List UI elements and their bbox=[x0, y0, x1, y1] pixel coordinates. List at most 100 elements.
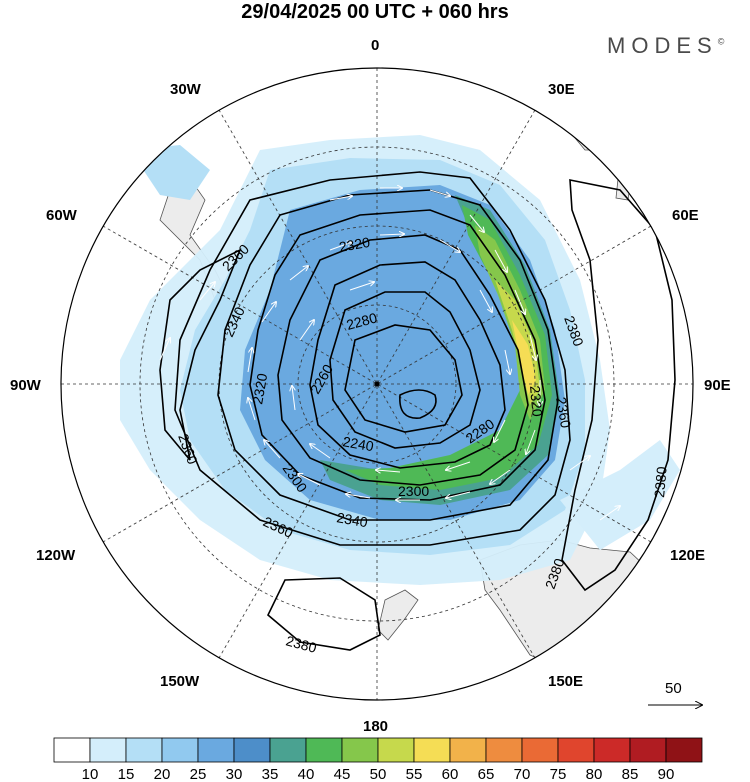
wind-vector bbox=[349, 282, 374, 291]
wind-vector bbox=[310, 444, 331, 459]
wind-speed-shading bbox=[120, 135, 680, 585]
colorbar-tick-label: 25 bbox=[190, 766, 207, 782]
lon-label-90e: 90E bbox=[704, 377, 731, 394]
contour-label: 2320 bbox=[249, 372, 270, 406]
colorbar-tick-label: 20 bbox=[154, 766, 171, 782]
colorbar-swatch bbox=[413, 737, 451, 763]
wind-vector bbox=[264, 440, 281, 459]
wind-vector bbox=[446, 461, 471, 470]
colorbar-swatch bbox=[269, 737, 307, 763]
contour-2280 bbox=[309, 261, 506, 469]
wind-vector bbox=[299, 320, 314, 341]
colorbar-tick-label: 30 bbox=[226, 766, 243, 782]
wind-vector bbox=[289, 266, 308, 281]
colorbar-swatch bbox=[629, 737, 667, 763]
contour-2360-west bbox=[159, 248, 242, 461]
contour-2320 bbox=[249, 209, 546, 501]
colorbar-tick-label: 45 bbox=[334, 766, 351, 782]
wind-vector bbox=[298, 474, 321, 486]
colorbar-swatch bbox=[665, 737, 703, 763]
wind-vector bbox=[379, 234, 404, 235]
modes-logo: MODES© bbox=[607, 33, 724, 59]
colorbar-tick-label: 80 bbox=[586, 766, 603, 782]
wind-vector bbox=[159, 338, 170, 361]
wind-vector bbox=[292, 386, 295, 411]
wind-vector bbox=[247, 348, 252, 373]
colorbar: 10 15 20 25 30 35 40 45 50 55 60 65 70 75 80 85 90 bbox=[53, 737, 703, 782]
wind-vector bbox=[329, 196, 352, 201]
reference-vector: 50 bbox=[648, 680, 702, 705]
lon-label-60e: 60E bbox=[672, 207, 699, 224]
colorbar-swatch bbox=[305, 737, 343, 763]
lon-label-120w: 120W bbox=[36, 547, 76, 564]
colorbar-swatch bbox=[449, 737, 487, 763]
lon-label-0: 0 bbox=[371, 37, 379, 54]
lon-label-150e: 150E bbox=[548, 673, 583, 690]
longitude-labels: 0 30E 60E 90E 120E 150E 180 150W 120W 90… bbox=[10, 37, 731, 735]
contour-label: 2380 bbox=[284, 632, 318, 656]
map-title: 29/04/2025 00 UTC + 060 hrs bbox=[241, 1, 509, 23]
wind-vector bbox=[494, 249, 507, 272]
contour-label: 2380 bbox=[651, 466, 670, 499]
lon-label-60w: 60W bbox=[46, 207, 78, 224]
contour-low-center bbox=[399, 389, 437, 419]
wind-vector bbox=[514, 289, 525, 314]
map-boundary bbox=[60, 67, 694, 701]
colorbar-swatch bbox=[593, 737, 631, 763]
contour-2240 bbox=[344, 324, 463, 433]
colorbar-tick-label: 15 bbox=[118, 766, 135, 782]
graticule bbox=[61, 68, 693, 700]
wind-vector bbox=[439, 239, 460, 252]
wind-vector bbox=[376, 470, 401, 472]
colorbar-tick-label: 70 bbox=[514, 766, 531, 782]
brand-text: MODES bbox=[607, 33, 718, 58]
colorbar-tick-label: 40 bbox=[298, 766, 315, 782]
wind-vector bbox=[429, 189, 450, 196]
map-disk: 2360 2320 2340 2280 2320 2260 2360 2380 … bbox=[61, 68, 693, 700]
colorbar-swatch bbox=[197, 737, 235, 763]
contour-label: 2340 bbox=[335, 509, 369, 530]
shade-60-65 bbox=[512, 320, 536, 395]
lon-label-120e: 120E bbox=[670, 547, 705, 564]
colorbar-tick-label: 50 bbox=[370, 766, 387, 782]
colorbar-tick-label: 55 bbox=[406, 766, 423, 782]
lon-label-90w: 90W bbox=[10, 377, 42, 394]
reference-vector-label: 50 bbox=[665, 680, 682, 697]
wind-vector bbox=[248, 398, 256, 421]
wind-vector bbox=[346, 494, 371, 499]
contour-2260 bbox=[329, 291, 481, 449]
wind-vector bbox=[446, 491, 471, 498]
colorbar-swatch bbox=[89, 737, 127, 763]
wind-vector bbox=[261, 302, 276, 323]
contour-label: 2300 bbox=[398, 483, 429, 499]
colorbar-tick-label: 75 bbox=[550, 766, 567, 782]
wind-vector bbox=[599, 506, 620, 521]
colorbar-swatch bbox=[485, 737, 523, 763]
contour-2380-east bbox=[561, 179, 676, 592]
colorbar-tick-label: 85 bbox=[622, 766, 639, 782]
contour-label: 2240 bbox=[341, 433, 375, 454]
wind-vector bbox=[329, 242, 352, 251]
colorbar-swatch bbox=[125, 737, 163, 763]
pole-marker bbox=[374, 381, 380, 387]
wind-vectors bbox=[159, 188, 620, 521]
lon-label-30e: 30E bbox=[548, 81, 575, 98]
wind-vector bbox=[469, 214, 484, 232]
lon-label-180: 180 bbox=[363, 718, 388, 735]
wind-vector bbox=[490, 469, 511, 484]
contour-label: 2360 bbox=[553, 396, 574, 430]
colorbar-swatch bbox=[557, 737, 595, 763]
wind-vector bbox=[199, 282, 215, 301]
wind-vector bbox=[529, 334, 536, 360]
contour-2380-south bbox=[267, 577, 381, 651]
contour-2300 bbox=[277, 234, 529, 486]
contour-2360-outer bbox=[174, 171, 571, 546]
colorbar-tick-label: 90 bbox=[658, 766, 675, 782]
colorbar-tick-label: 65 bbox=[478, 766, 495, 782]
wind-vector bbox=[494, 419, 506, 442]
wind-vector bbox=[526, 429, 536, 454]
shade-south-pacific bbox=[560, 440, 680, 550]
height-contours bbox=[159, 171, 676, 651]
wind-vector bbox=[504, 349, 510, 374]
